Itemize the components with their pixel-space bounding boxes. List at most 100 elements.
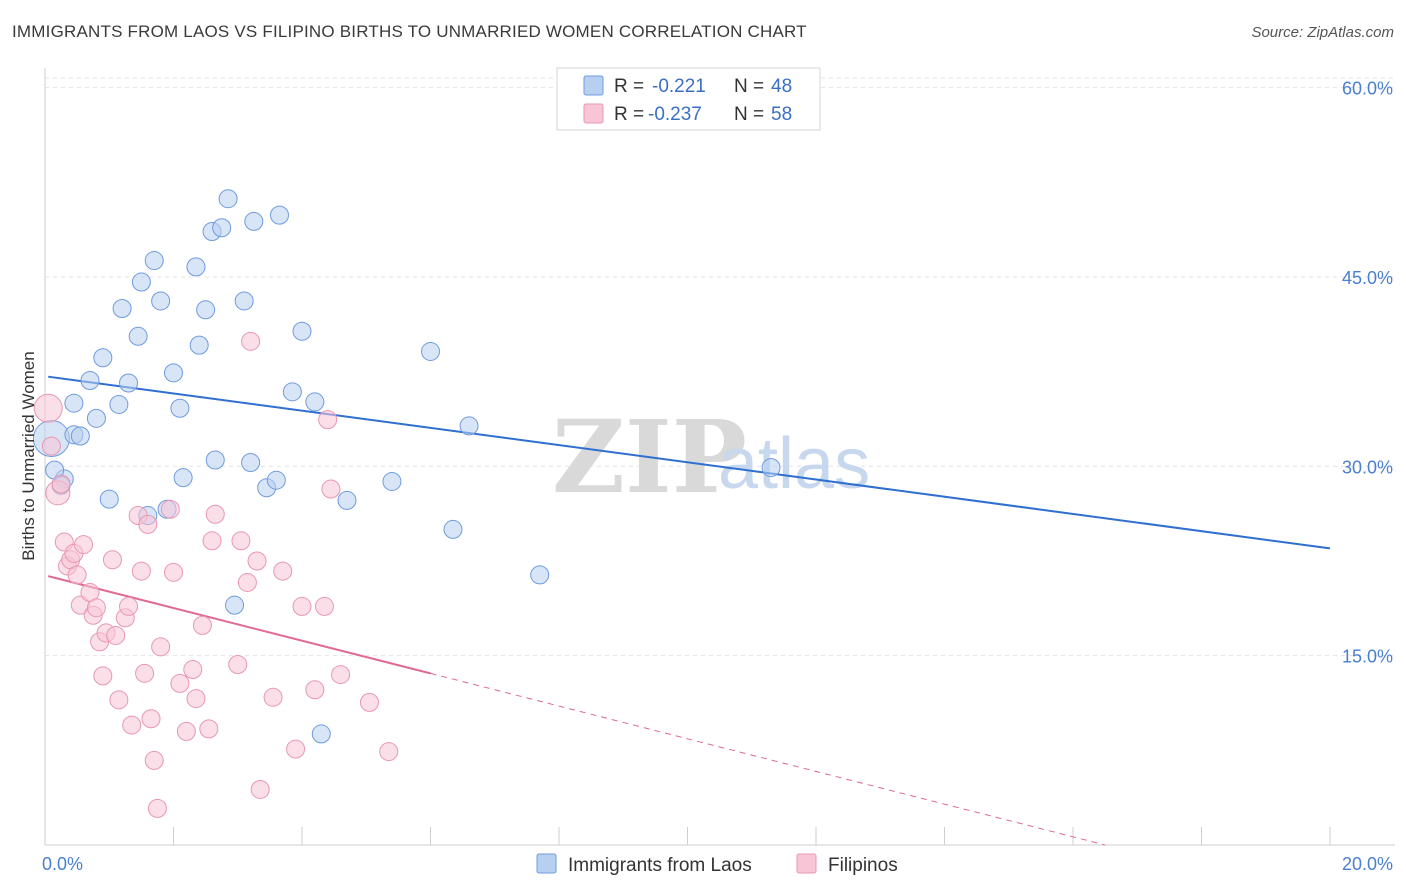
filipino-point (192, 615, 212, 635)
laos-point (119, 373, 139, 393)
laos-point (86, 408, 106, 428)
stats-legend-n-label: N = (734, 76, 764, 97)
series-legend-label-filipinos: Filipinos (828, 855, 898, 876)
filipino-point (286, 739, 306, 759)
filipino-point (93, 666, 113, 686)
filipino-point (241, 331, 261, 351)
chart-title: IMMIGRANTS FROM LAOS VS FILIPINO BIRTHS … (12, 22, 807, 41)
laos-point (266, 470, 286, 490)
x-tick-label: 0.0% (42, 854, 83, 874)
filipino-point (263, 687, 283, 707)
filipino-point (314, 596, 334, 616)
laos-point (234, 291, 254, 311)
laos-point (282, 382, 302, 402)
laos-trendline (48, 375, 1331, 550)
laos-point (311, 724, 331, 744)
laos-point (212, 218, 232, 238)
y-axis-title: Births to Unmarried Women (19, 351, 38, 560)
laos-point (443, 519, 463, 539)
laos-point (244, 211, 264, 231)
filipino-point (331, 665, 351, 685)
laos-point (761, 458, 781, 478)
laos-point (128, 326, 148, 346)
laos-point (337, 490, 357, 510)
stats-legend: R = -0.221 N = 48 R = -0.237 N = 58 (556, 67, 821, 131)
laos-point (186, 257, 206, 277)
filipino-point (51, 474, 71, 494)
laos-point (218, 189, 238, 209)
filipino-point (186, 689, 206, 709)
filipino-point (109, 690, 129, 710)
filipino-point (131, 561, 151, 581)
laos-point (459, 416, 479, 436)
filipino-point (176, 721, 196, 741)
series-legend: Immigrants from Laos Filipinos (536, 853, 898, 876)
filipino-point (237, 572, 257, 592)
filipino-point (379, 742, 399, 762)
stats-legend-swatch-blue (583, 75, 604, 96)
filipino-point (318, 410, 338, 430)
trendlines (47, 375, 1331, 846)
stats-legend-n-value: 58 (771, 104, 792, 125)
watermark: ZIP atlas (552, 398, 870, 516)
filipino-point (135, 663, 155, 683)
filipino-point (170, 673, 190, 693)
filipino-point (199, 719, 219, 739)
stats-legend-n-label: N = (734, 104, 764, 125)
filipino-point (144, 750, 164, 770)
watermark-atlas: atlas (718, 424, 870, 504)
laos-point (196, 300, 216, 320)
filipino-point (247, 551, 267, 571)
stats-legend-n-value: 48 (771, 76, 792, 97)
filipino-point (305, 680, 325, 700)
y-tick-label: 60.0% (1342, 79, 1393, 99)
filipino-point (321, 479, 341, 499)
laos-point (382, 471, 402, 491)
laos-point (164, 363, 183, 383)
tick-labels: 15.0% 30.0% 45.0% 60.0% 0.0% 20.0% (42, 79, 1393, 874)
filipino-point (202, 531, 222, 551)
series-legend-swatch-laos (536, 853, 557, 874)
laos-point (421, 341, 440, 361)
laos-point (70, 426, 90, 446)
laos-point (189, 335, 209, 355)
laos-point (173, 468, 193, 488)
stats-legend-swatch-pink (583, 103, 604, 124)
filipino-trendline-extension (430, 672, 1106, 846)
filipino-point (183, 660, 203, 680)
laos-point (305, 392, 325, 412)
filipino-point (151, 637, 171, 657)
filipino-point (160, 499, 180, 519)
filipino-point (273, 561, 293, 581)
filipino-point (106, 625, 126, 645)
laos-point (112, 299, 132, 319)
gridlines (45, 77, 1395, 657)
laos-point (241, 453, 261, 473)
x-tick-label: 20.0% (1342, 854, 1393, 874)
series-legend-swatch-filipinos (796, 853, 817, 874)
stats-legend-r-value: -0.221 (652, 76, 706, 97)
y-tick-label: 45.0% (1342, 268, 1393, 288)
laos-point (99, 489, 119, 509)
laos-point (205, 450, 225, 470)
laos-point (530, 565, 550, 585)
filipino-point (41, 436, 61, 456)
laos-point (170, 398, 190, 418)
filipino-point (231, 531, 251, 551)
axes (44, 68, 1395, 846)
filipino-point (141, 709, 161, 729)
laos-point (93, 348, 113, 368)
filipino-point (147, 798, 167, 818)
filipino-point (102, 550, 122, 570)
filipino-point (138, 514, 158, 534)
filipino-point (119, 596, 139, 616)
filipino-point (74, 535, 94, 555)
laos-point (151, 291, 171, 311)
series-legend-label-laos: Immigrants from Laos (568, 855, 752, 876)
filipino-point (228, 654, 248, 674)
stats-legend-r-label: R = (614, 104, 644, 125)
filipino-point (122, 715, 142, 735)
laos-point (225, 595, 245, 615)
filipino-point (205, 504, 225, 524)
